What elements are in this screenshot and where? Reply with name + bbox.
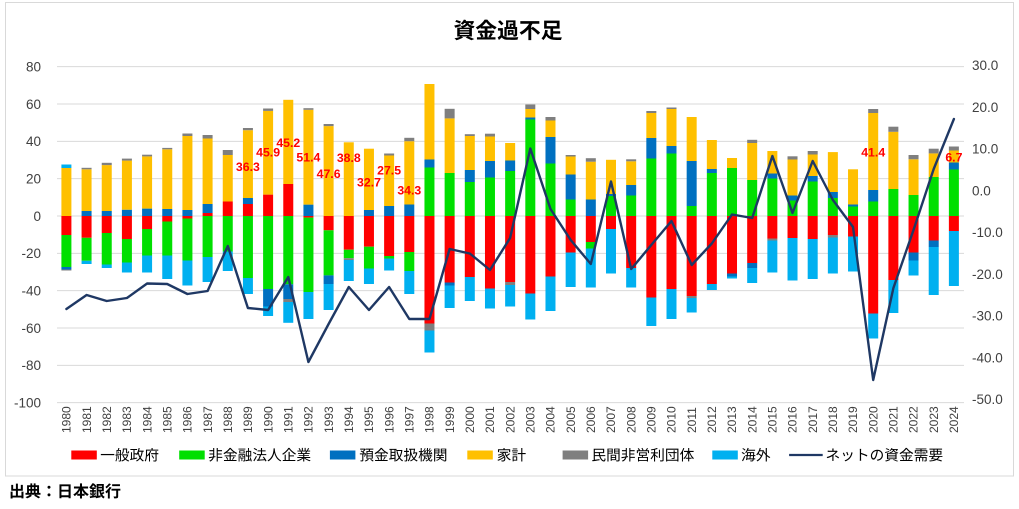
svg-text:2022: 2022 bbox=[907, 406, 921, 433]
svg-text:2018: 2018 bbox=[826, 406, 840, 433]
svg-text:2013: 2013 bbox=[725, 406, 739, 433]
svg-text:1995: 1995 bbox=[362, 406, 376, 433]
svg-text:2006: 2006 bbox=[584, 406, 598, 433]
svg-text:51.4: 51.4 bbox=[296, 150, 320, 164]
svg-text:20.0: 20.0 bbox=[972, 100, 998, 115]
svg-text:2010: 2010 bbox=[665, 406, 679, 433]
svg-text:2002: 2002 bbox=[503, 406, 517, 433]
svg-text:1980: 1980 bbox=[60, 406, 74, 433]
svg-text:60: 60 bbox=[26, 97, 41, 112]
svg-text:1984: 1984 bbox=[140, 406, 154, 433]
svg-text:2008: 2008 bbox=[624, 406, 638, 433]
svg-text:2017: 2017 bbox=[806, 406, 820, 433]
svg-text:-10.0: -10.0 bbox=[972, 225, 1003, 240]
svg-text:45.9: 45.9 bbox=[256, 145, 280, 159]
svg-text:1987: 1987 bbox=[201, 406, 215, 433]
svg-text:36.3: 36.3 bbox=[236, 160, 260, 174]
svg-text:1996: 1996 bbox=[382, 406, 396, 433]
svg-text:1982: 1982 bbox=[100, 406, 114, 433]
svg-text:2015: 2015 bbox=[766, 406, 780, 433]
svg-text:80: 80 bbox=[26, 60, 41, 75]
svg-text:1983: 1983 bbox=[120, 406, 134, 433]
svg-text:-40: -40 bbox=[21, 284, 41, 299]
svg-text:2009: 2009 bbox=[645, 406, 659, 433]
svg-text:1994: 1994 bbox=[342, 406, 356, 433]
svg-text:-20.0: -20.0 bbox=[972, 267, 1003, 282]
svg-text:1992: 1992 bbox=[302, 406, 316, 433]
svg-text:1990: 1990 bbox=[261, 406, 275, 433]
svg-text:2012: 2012 bbox=[705, 406, 719, 433]
svg-text:-50.0: -50.0 bbox=[972, 392, 1003, 407]
svg-text:1988: 1988 bbox=[221, 406, 235, 433]
svg-text:20: 20 bbox=[26, 172, 41, 187]
svg-text:-20: -20 bbox=[21, 246, 41, 261]
svg-text:45.2: 45.2 bbox=[276, 136, 300, 150]
svg-text:-60: -60 bbox=[21, 321, 41, 336]
svg-text:1993: 1993 bbox=[322, 406, 336, 433]
svg-text:2005: 2005 bbox=[564, 406, 578, 433]
svg-text:2007: 2007 bbox=[604, 406, 618, 433]
svg-text:38.8: 38.8 bbox=[337, 151, 361, 165]
svg-text:47.6: 47.6 bbox=[317, 167, 341, 181]
svg-text:2019: 2019 bbox=[846, 406, 860, 433]
svg-text:40: 40 bbox=[26, 134, 41, 149]
svg-text:1985: 1985 bbox=[160, 406, 174, 433]
svg-text:-100: -100 bbox=[14, 395, 41, 410]
svg-text:30.0: 30.0 bbox=[972, 58, 998, 73]
svg-text:2000: 2000 bbox=[463, 406, 477, 433]
svg-text:0.0: 0.0 bbox=[972, 183, 991, 198]
svg-text:2004: 2004 bbox=[544, 406, 558, 433]
svg-text:10.0: 10.0 bbox=[972, 142, 998, 157]
svg-text:2023: 2023 bbox=[927, 406, 941, 433]
svg-text:1986: 1986 bbox=[181, 406, 195, 433]
svg-text:1997: 1997 bbox=[403, 406, 417, 433]
svg-text:1991: 1991 bbox=[282, 406, 296, 433]
svg-text:6.7: 6.7 bbox=[945, 150, 962, 164]
svg-text:2020: 2020 bbox=[866, 406, 880, 433]
svg-text:2014: 2014 bbox=[745, 406, 759, 433]
svg-text:2024: 2024 bbox=[947, 406, 961, 433]
svg-text:1981: 1981 bbox=[80, 406, 94, 433]
svg-text:1989: 1989 bbox=[241, 406, 255, 433]
svg-text:1998: 1998 bbox=[423, 406, 437, 433]
svg-text:-80: -80 bbox=[21, 358, 41, 373]
svg-text:2016: 2016 bbox=[786, 406, 800, 433]
svg-text:41.4: 41.4 bbox=[861, 145, 885, 159]
svg-text:0: 0 bbox=[33, 209, 41, 224]
svg-text:32.7: 32.7 bbox=[357, 175, 381, 189]
svg-text:-40.0: -40.0 bbox=[972, 350, 1003, 365]
svg-text:2003: 2003 bbox=[524, 406, 538, 433]
svg-text:2011: 2011 bbox=[685, 407, 699, 433]
svg-text:34.3: 34.3 bbox=[397, 183, 421, 197]
svg-text:-30.0: -30.0 bbox=[972, 309, 1003, 324]
svg-text:2001: 2001 bbox=[483, 406, 497, 433]
svg-text:1999: 1999 bbox=[443, 406, 457, 433]
svg-text:2021: 2021 bbox=[887, 406, 901, 433]
svg-text:27.5: 27.5 bbox=[377, 163, 401, 177]
